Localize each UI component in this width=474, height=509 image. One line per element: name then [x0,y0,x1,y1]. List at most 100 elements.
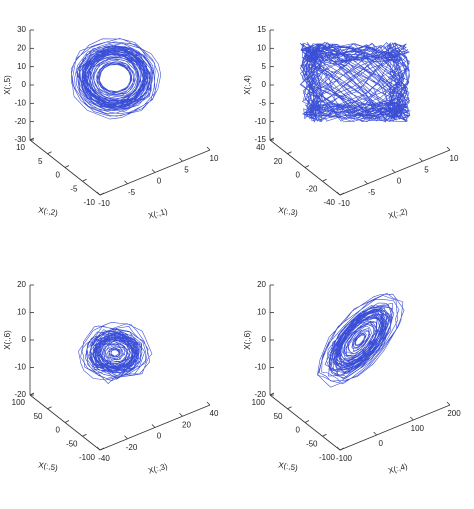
x-tick [391,169,396,173]
y-tick [287,406,292,410]
y-tick-label: 0 [56,171,61,180]
trajectory [70,38,162,120]
y-tick [339,192,345,196]
x-tick [364,180,368,185]
y-tick [322,433,327,437]
y-tick-label: -20 [306,184,318,193]
z-tick-label: 10 [257,308,266,317]
z-tick-label: -5 [259,98,267,107]
z-tick-label: 20 [17,280,26,289]
x-tick-label: -5 [368,188,376,197]
y-tick [64,420,70,423]
z-tick-label: -10 [254,117,266,126]
x-tick-label: 5 [184,165,189,174]
x-tick-label: 0 [378,439,383,448]
z-axis-label: X(:,6) [243,330,252,350]
z-tick-label: 20 [17,43,26,52]
z-tick-label: -10 [14,363,26,372]
y-tick-label: 50 [274,412,283,421]
x-tick [124,180,128,185]
z-tick-label: 10 [257,43,266,52]
y-tick [269,392,275,396]
y-tick-label: 0 [296,171,301,180]
x-tick [96,446,101,451]
x-tick [419,157,423,162]
z-tick-label: 10 [17,62,26,71]
x-tick-label: -100 [336,454,353,463]
y-axis-label: X(:,3) [278,205,299,217]
y-tick [29,392,35,396]
y-axis-label: X(:,2) [38,205,59,217]
z-tick-label: 5 [262,62,267,71]
y-tick-label: 100 [12,398,26,407]
z-tick-label: 0 [22,80,27,89]
z-tick-label: -10 [14,98,26,107]
x-tick-label: 100 [411,424,425,433]
y-tick-label: 20 [274,157,283,166]
y-tick [29,137,35,141]
y-tick [82,433,87,437]
y-tick [322,178,327,182]
x-tick [336,446,341,451]
z-tick-label: 10 [17,308,26,317]
x-tick-label: -10 [338,199,350,208]
x-tick-label: 10 [210,154,219,163]
z-tick-label: 15 [257,25,266,34]
x-tick [206,401,211,406]
y-tick-label: -5 [70,184,78,193]
y-tick-label: 100 [252,398,266,407]
z-tick-label: 0 [22,335,27,344]
x-axis-label: X(:,3) [147,462,169,476]
z-axis-label: X(:,5) [3,75,12,95]
y-tick-label: 10 [16,143,25,152]
x-tick [179,412,183,417]
x-tick-label: -5 [128,188,136,197]
y-tick [339,447,345,451]
y-tick-label: 0 [296,426,301,435]
z-tick-label: -10 [254,363,266,372]
y-axis-label: X(:,5) [38,460,59,472]
y-axis-label: X(:,5) [278,460,299,472]
y-tick [47,406,52,410]
x-tick [446,146,451,151]
y-tick [304,165,310,168]
z-tick-label: 30 [17,25,26,34]
x-tick [410,416,414,421]
x-tick-label: 20 [182,420,191,429]
y-tick-label: -40 [323,198,335,207]
z-tick-label: 0 [262,335,267,344]
z-axis-label: X(:,4) [243,75,252,95]
x-tick-label: -40 [98,454,110,463]
x-tick [151,424,156,428]
y-tick-label: 5 [38,157,43,166]
x-tick [124,435,128,440]
y-tick-label: 40 [256,143,265,152]
z-tick-label: 0 [262,80,267,89]
z-tick-label: -15 [254,135,266,144]
x-tick [96,191,101,196]
x-tick [446,401,451,406]
z-tick-label: -20 [254,390,266,399]
z-tick-label: 20 [257,280,266,289]
y-tick-label: -10 [83,198,95,207]
y-tick [99,447,105,451]
x-tick [336,191,341,196]
x-axis-label: X(:,2) [387,207,409,221]
z-axis-label: X(:,6) [3,330,12,350]
x-tick-label: 10 [450,154,459,163]
y-tick [82,178,87,182]
y-tick-label: -100 [79,453,96,462]
trajectory [317,292,405,388]
x-tick-label: 0 [397,177,402,186]
x-tick-label: -10 [98,199,110,208]
x-tick [206,146,211,151]
x-tick [373,431,377,436]
x-tick-label: 5 [424,165,429,174]
z-tick-label: -20 [14,117,26,126]
x-axis-label: X(:,4) [387,462,409,476]
y-tick [47,151,52,155]
x-tick [151,169,156,173]
